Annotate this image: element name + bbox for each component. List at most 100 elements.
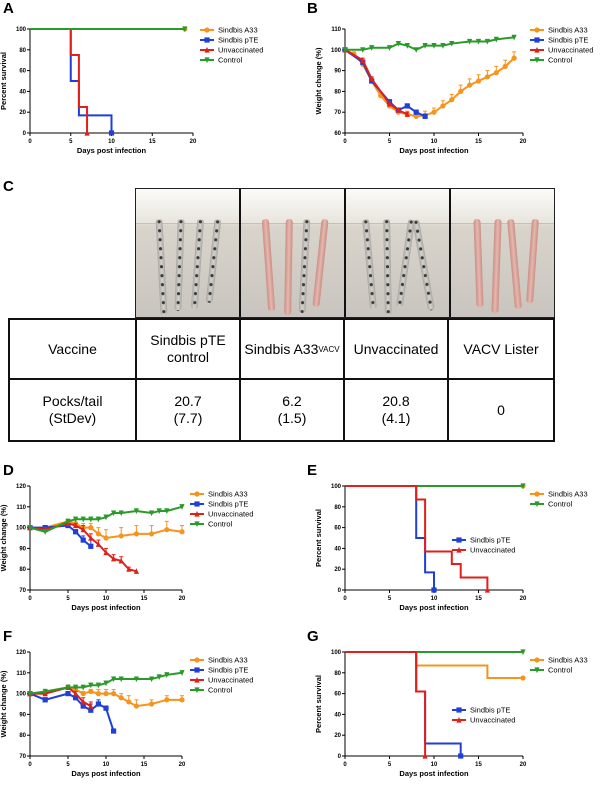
- data-point: [88, 525, 94, 531]
- panel-letter-a: A: [3, 0, 14, 17]
- data-point: [88, 534, 94, 541]
- legend-marker: [534, 37, 540, 43]
- data-point: [449, 40, 455, 47]
- series-control: [342, 34, 517, 53]
- legend-label: Sindbis pTE: [470, 706, 510, 715]
- legend-marker: [534, 46, 540, 53]
- legend-marker: [204, 37, 210, 43]
- series-sindbis-a33: [345, 651, 526, 681]
- y-tick-label: 60: [334, 692, 341, 698]
- row-label-line2: (StDev): [48, 410, 97, 426]
- data-point: [95, 691, 101, 697]
- data-point: [440, 43, 446, 49]
- data-point: [95, 541, 101, 547]
- y-axis-label: Percent survival: [314, 675, 323, 733]
- series-line: [345, 485, 435, 590]
- data-point: [133, 703, 139, 709]
- photo-sindbis-pte: [136, 189, 241, 317]
- x-tick-label: 5: [66, 762, 70, 768]
- series-unvaccinated: [27, 520, 139, 574]
- legend-marker: [456, 546, 462, 553]
- data-point: [164, 527, 170, 533]
- legend-marker: [534, 27, 540, 33]
- table-header-sindbis-a33: Sindbis A33 VACV: [241, 320, 345, 380]
- mouse-tail-photos: [135, 188, 555, 318]
- data-point: [360, 57, 366, 63]
- y-tick-label: 60: [334, 526, 341, 532]
- x-tick-label: 15: [475, 762, 482, 768]
- data-point: [149, 531, 155, 537]
- legend-label: Control: [548, 500, 573, 509]
- series-sindbis-a33: [342, 47, 517, 119]
- legend-marker: [456, 707, 462, 713]
- a33-superscript: VACV: [318, 344, 340, 354]
- y-tick-label: 90: [334, 69, 341, 75]
- data-point: [84, 129, 90, 136]
- data-point: [360, 47, 366, 53]
- x-tick-label: 10: [103, 596, 110, 602]
- x-tick-label: 15: [475, 139, 482, 145]
- data-point: [164, 672, 170, 678]
- data-point: [111, 510, 117, 517]
- series-unvaccinated: [342, 46, 410, 117]
- table-cell-vacv-lister: 0: [449, 380, 553, 440]
- legend-marker: [194, 521, 200, 528]
- y-tick-label: 20: [334, 733, 341, 739]
- data-point: [111, 728, 117, 734]
- data-point: [88, 516, 94, 523]
- data-point: [133, 568, 139, 574]
- data-point: [133, 531, 139, 537]
- data-point: [369, 45, 375, 51]
- data-point: [103, 549, 109, 556]
- legend-label: Sindbis pTE: [208, 500, 248, 509]
- y-tick-label: 90: [19, 712, 26, 718]
- series-control: [27, 670, 185, 697]
- data-point: [103, 680, 109, 687]
- x-tick-label: 10: [431, 139, 438, 145]
- chart-f: 0 5 10 15 20 70 80 90 100 110 120 Days post infecti…: [0, 650, 253, 778]
- data-point: [179, 504, 185, 510]
- x-tick-label: 15: [475, 596, 482, 602]
- x-tick-label: 5: [66, 596, 70, 602]
- data-point: [95, 701, 101, 707]
- series-line: [345, 485, 489, 590]
- data-point: [88, 543, 94, 549]
- y-tick-label: 70: [19, 754, 26, 760]
- data-point: [103, 705, 109, 711]
- series-sindbis-pte: [345, 651, 464, 759]
- legend-label: Sindbis pTE: [218, 36, 258, 45]
- data-point: [467, 82, 473, 88]
- a33-value: 6.2: [282, 393, 302, 409]
- data-point: [126, 699, 132, 705]
- data-point: [42, 697, 48, 703]
- data-point: [484, 586, 490, 593]
- data-point: [88, 682, 94, 689]
- x-tick-label: 20: [179, 596, 186, 602]
- series-line: [30, 28, 89, 133]
- legend-label: Control: [208, 520, 233, 529]
- series-sindbis-pte: [30, 28, 115, 136]
- legend-label: Sindbis A33: [208, 656, 248, 665]
- data-point: [65, 684, 71, 691]
- data-point: [422, 752, 428, 759]
- x-tick-label: 0: [343, 762, 347, 768]
- data-point: [80, 684, 86, 691]
- legend-label: Sindbis pTE: [470, 536, 510, 545]
- data-point: [80, 691, 86, 697]
- data-point: [73, 695, 79, 701]
- y-tick-label: 120: [16, 484, 27, 490]
- data-point: [520, 675, 526, 681]
- y-axis-label: Percent survival: [314, 509, 323, 567]
- unvacc-sd: (4.1): [381, 410, 411, 426]
- y-tick-label: 70: [334, 110, 341, 116]
- data-point: [502, 63, 508, 70]
- x-tick-label: 5: [388, 596, 392, 602]
- series-sindbis-a33: [27, 684, 185, 709]
- panel-letter-e: E: [307, 462, 318, 479]
- data-point: [65, 691, 71, 697]
- legend-marker: [204, 57, 210, 64]
